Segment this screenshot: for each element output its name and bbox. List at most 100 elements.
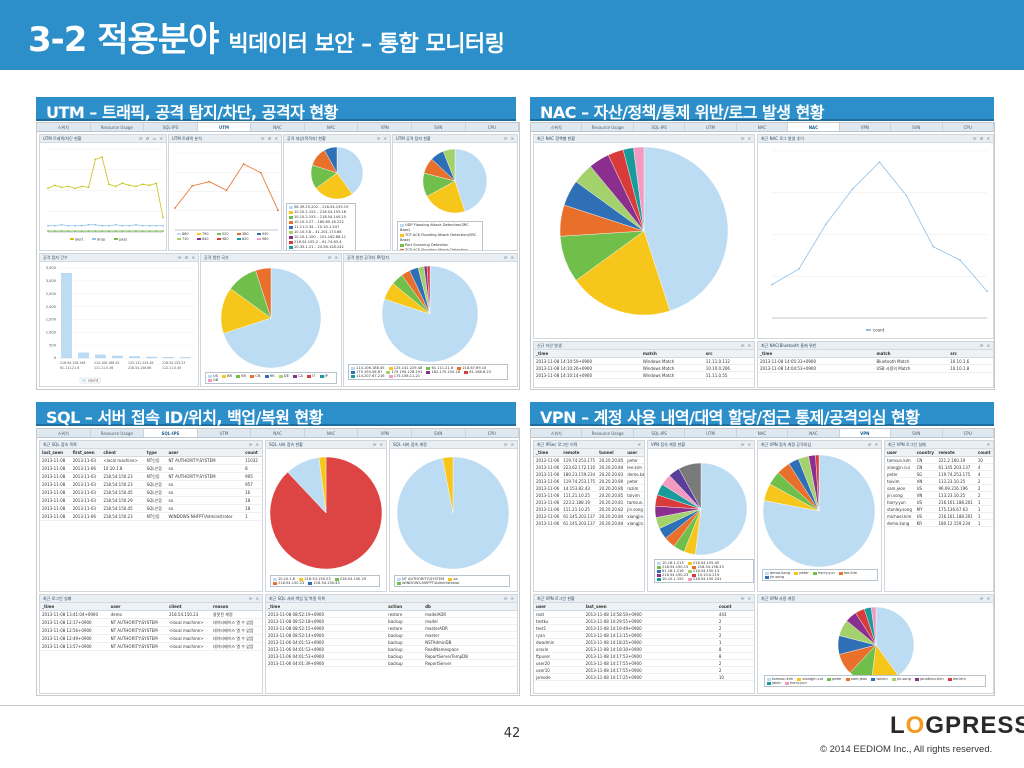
tab-item[interactable]: NAC	[737, 123, 789, 131]
data-point[interactable]	[905, 194, 908, 197]
data-point[interactable]	[135, 223, 137, 226]
legend-entry[interactable]: 175.194.128.191	[386, 370, 422, 374]
table-row[interactable]: 2013-11-08 14:10:59+0900 Windows Match 11.…	[534, 357, 754, 365]
table-row[interactable]: 2013-11-06 04:01:53+0900 backup ReadNamesp…	[266, 645, 517, 653]
legend-entry[interactable]: 58.39.25.202 – 218.54.155.19	[289, 205, 353, 210]
table-row[interactable]: ftpuser 2013-11-08 14:17:53+0900 8	[534, 652, 754, 660]
data-point[interactable]	[101, 156, 104, 159]
data-point[interactable]	[141, 224, 144, 227]
panel-tools-icon[interactable]: ⟳ ✕	[328, 255, 339, 260]
tab-item[interactable]: SQL-IPS	[634, 123, 686, 131]
legend-entry[interactable]: 11.11.0.34 – 10.10.1.247	[289, 225, 353, 230]
table-row[interactable]: demo.kang KR 180.12.159.234 1	[885, 519, 993, 527]
pie-slice[interactable]	[875, 606, 915, 677]
table-row[interactable]: 2013-11-06 119.74.253.175 20.20.20.80 peter	[534, 477, 644, 485]
column-header[interactable]: user	[534, 603, 584, 611]
panel-tools-icon[interactable]: ⟳ ✕	[741, 343, 752, 348]
column-header[interactable]: action	[386, 603, 424, 611]
legend-entry[interactable]: NT AUTHORITY\SYSTEM	[397, 577, 444, 581]
table-row[interactable]: 2013-11-08 2013-11-06 218.54.150.23 NT인증 WIN…	[40, 512, 262, 521]
legend-entry[interactable]: 61.111.21.6	[426, 366, 453, 370]
bar[interactable]	[95, 354, 106, 359]
data-point[interactable]	[162, 216, 164, 219]
table-row[interactable]: 2013-11-08 13:57+0900 NT AUTHORITY\SYSTEM…	[40, 642, 262, 651]
legend-entry[interactable]: 175.158.11.21	[388, 374, 420, 378]
legend-entry[interactable]: 182.175.155.18	[426, 370, 460, 374]
bar[interactable]	[112, 355, 123, 359]
legend-entry[interactable]: 10.35.1.21 – 24.58.128.242	[289, 245, 353, 250]
column-header[interactable]: first_seen	[70, 449, 102, 457]
table-row[interactable]: user20 2013-11-08 14:17:55+0900 2	[534, 659, 754, 667]
table-row[interactable]: 2013-11-08 12:17+0900 NT AUTHORITY\SYSTEM…	[40, 618, 262, 627]
legend-entry[interactable]: 10.10.3.27 – 180.65.18.222	[289, 220, 353, 225]
data-point[interactable]	[114, 223, 117, 226]
legend-entry[interactable]: 218.54.150.13	[687, 569, 719, 573]
table-row[interactable]: 2013-11-08 14:10:14+0900 Windows Match 11.…	[534, 371, 754, 379]
panel-tools-icon[interactable]: ✕	[637, 442, 642, 447]
table-row[interactable]: 2013-11-08 2013-11-03 <local machine> NT인증 N…	[40, 456, 262, 465]
panel-tools-icon[interactable]: ⟳ ✕	[980, 343, 991, 348]
legend-entry[interactable]: 218.54.155.2 – 61.74.63.4	[289, 240, 353, 245]
data-point[interactable]	[191, 185, 194, 187]
pie-slice[interactable]	[442, 148, 456, 182]
table-row[interactable]: 2013-11-06 04:01:53+0900 backup ReportServ…	[266, 652, 517, 660]
data-point[interactable]	[851, 187, 854, 190]
column-header[interactable]: type	[144, 449, 167, 457]
table-row[interactable]: 2013-11-06 111.21.10.25 20.20.20.82 jin.son…	[534, 505, 644, 513]
table-row[interactable]: test1 2013-11-08 14:19:49+0900 2	[534, 624, 754, 632]
data-point[interactable]	[60, 186, 63, 189]
pie-slice[interactable]	[815, 454, 820, 512]
table-row[interactable]: 2013-11-08 13:41:04+0900 demo 218.54.150.2…	[40, 610, 262, 619]
data-point[interactable]	[162, 230, 164, 232]
series-line[interactable]	[48, 224, 163, 227]
table-row[interactable]: 2013-11-08 2013-11-03 218.54.150.45 SQL인증 sa…	[40, 488, 262, 497]
legend-entry[interactable]: jabin	[767, 681, 781, 685]
legend-entry[interactable]: 10.10.1.192	[657, 577, 684, 581]
legend-entry[interactable]: 61.168.6.23	[464, 370, 491, 374]
legend-entry[interactable]: WINDOWS-NHFPT\Administrator	[397, 581, 460, 585]
pie-slice[interactable]	[633, 146, 645, 232]
column-header[interactable]: remote	[936, 449, 976, 457]
table-row[interactable]: peter SG 119.74.253.175 4	[885, 470, 993, 478]
bar[interactable]	[78, 352, 89, 359]
data-point[interactable]	[797, 268, 800, 270]
legend-entry[interactable]: CN	[250, 374, 260, 378]
data-point[interactable]	[121, 182, 124, 185]
data-point[interactable]	[114, 185, 117, 188]
panel-tools-icon[interactable]: ⟳ ✕	[504, 255, 515, 260]
legend-entry[interactable]: KR	[236, 374, 246, 378]
data-point[interactable]	[107, 224, 110, 227]
data-point[interactable]	[80, 230, 83, 232]
legend-entry[interactable]: 218.54.150.29	[334, 577, 366, 581]
data-point[interactable]	[47, 187, 49, 190]
pie-slice[interactable]	[426, 180, 466, 214]
legend-entry[interactable]: TCP ACK Flooding Attack Detection(SRC Ba…	[400, 233, 480, 243]
legend-entry[interactable]: toivim	[871, 677, 888, 681]
table-row[interactable]: 2013-11-06 223.62.172.110 20.20.20.84 lee.k…	[534, 463, 644, 471]
tab-item[interactable]: Resource Usage	[91, 429, 145, 437]
tab-item[interactable]: SVN	[412, 429, 466, 437]
data-point[interactable]	[155, 230, 158, 232]
data-point[interactable]	[148, 184, 151, 187]
panel-tools-icon[interactable]: ✕	[986, 442, 991, 447]
tab-item[interactable]: 스위치	[531, 123, 583, 131]
legend-entry[interactable]: 10.10.3.8 – 41.201.173.68	[289, 230, 353, 235]
table-row[interactable]: 2013-11-08 12:49+0900 NT AUTHORITY\SYSTEM…	[40, 634, 262, 643]
column-header[interactable]: _time	[534, 449, 562, 457]
data-point[interactable]	[107, 230, 110, 232]
pie-slice[interactable]	[442, 456, 454, 514]
data-point[interactable]	[148, 230, 151, 232]
panel-tools-icon[interactable]: ⟳ ✕	[741, 596, 752, 601]
pie-slice[interactable]	[315, 172, 353, 200]
pie-slice[interactable]	[318, 456, 327, 514]
data-point[interactable]	[67, 185, 70, 188]
column-header[interactable]: last_seen	[583, 603, 717, 611]
tab-item[interactable]: SVN	[412, 123, 466, 131]
table-row[interactable]: 2013-11-08 14:10:26+0900 Windows Match 10.…	[534, 364, 754, 372]
panel-tools-icon[interactable]: ⟳ ✕	[249, 442, 260, 447]
table-row[interactable]: jin.song VN 113.23.10.25 2	[885, 491, 993, 499]
table-row[interactable]: 2013-11-06 180.23.159.234 20.20.20.83 demo.…	[534, 470, 644, 478]
legend-entry[interactable]: Port Scanning Detection	[400, 243, 480, 248]
panel-tools-icon[interactable]: ⟳ ⚙ ✕	[261, 136, 279, 141]
tab-item[interactable]: VPN	[358, 429, 412, 437]
